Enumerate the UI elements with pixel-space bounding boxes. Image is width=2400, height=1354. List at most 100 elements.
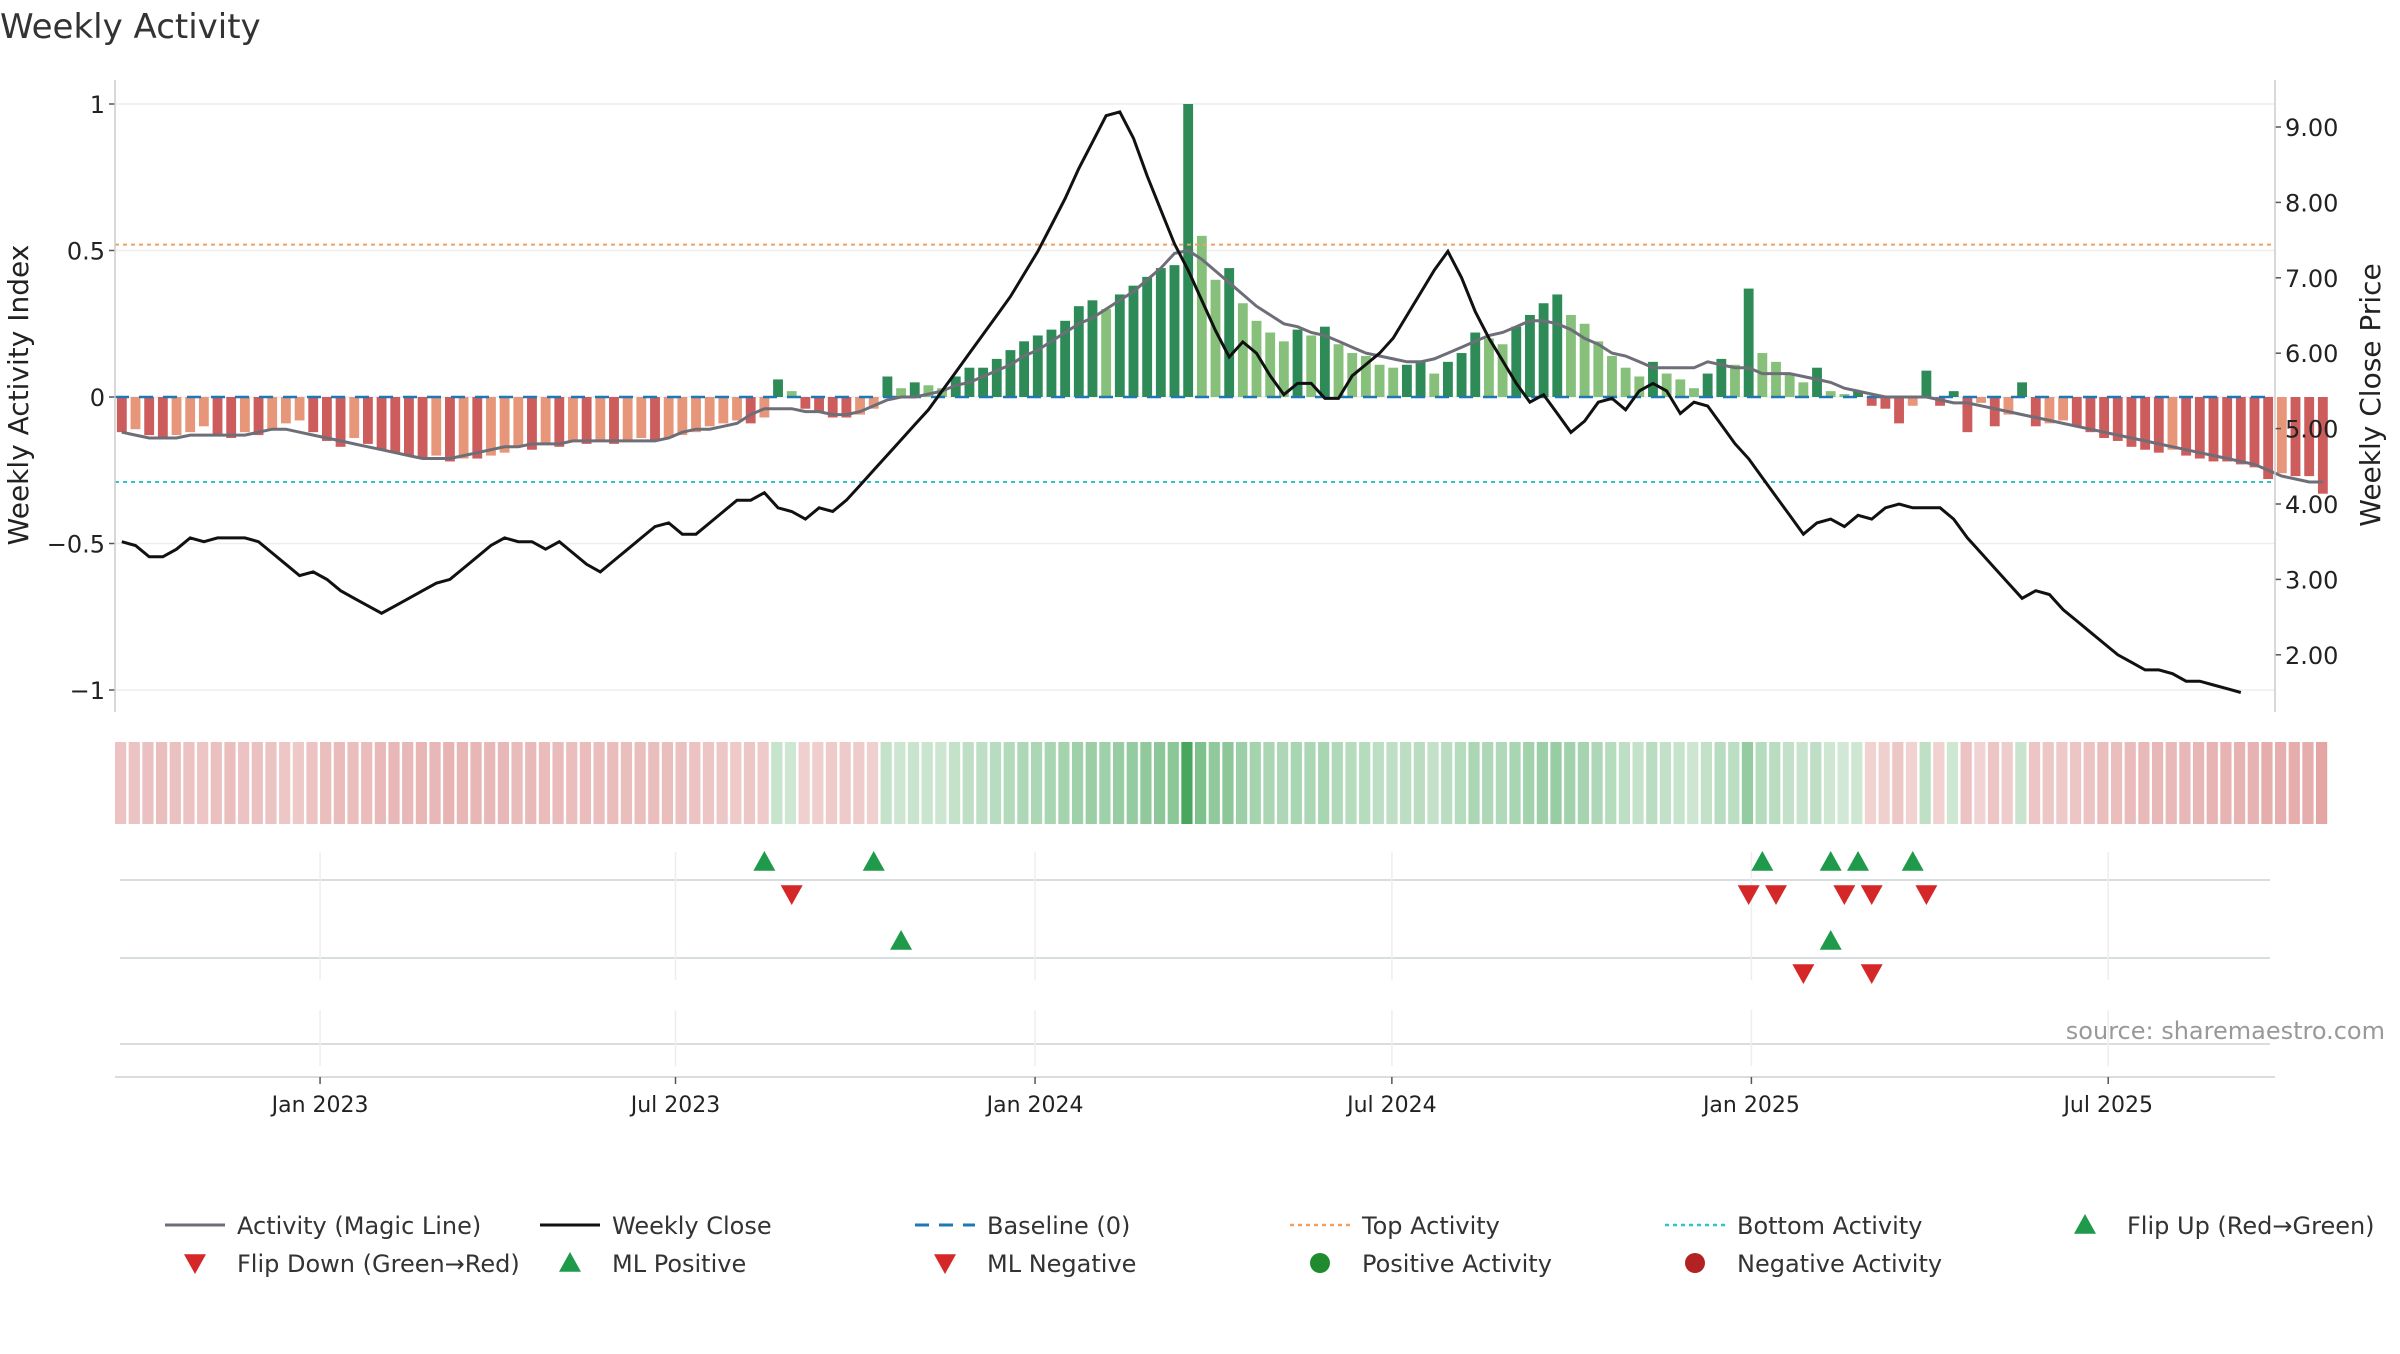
event-markers bbox=[753, 851, 1938, 984]
activity-bar bbox=[868, 397, 879, 409]
activity-bar bbox=[1880, 397, 1891, 409]
activity-bar bbox=[1620, 367, 1631, 397]
heat-cell bbox=[1345, 742, 1357, 824]
heat-cell bbox=[716, 742, 728, 824]
heat-cell bbox=[456, 742, 468, 824]
y-axis-label: Weekly Activity Index bbox=[2, 245, 35, 546]
activity-bar bbox=[1771, 361, 1781, 397]
activity-bar bbox=[1661, 373, 1672, 397]
heat-cell bbox=[880, 742, 892, 824]
legend-label: Negative Activity bbox=[1737, 1250, 1942, 1278]
heat-cell bbox=[1987, 742, 2000, 824]
activity-bar bbox=[1401, 364, 1412, 397]
flip-up-marker bbox=[862, 851, 885, 871]
heat-cell bbox=[2165, 742, 2177, 824]
activity-bar bbox=[1538, 303, 1549, 397]
flip-up-marker bbox=[753, 851, 776, 871]
heat-cell bbox=[320, 742, 332, 824]
activity-bar bbox=[335, 397, 346, 447]
legend-label: Baseline (0) bbox=[987, 1212, 1130, 1240]
activity-bar bbox=[2276, 397, 2287, 474]
heat-cell bbox=[853, 742, 865, 824]
legend-label: Top Activity bbox=[1361, 1212, 1500, 1240]
activity-bar bbox=[1675, 379, 1686, 397]
activity-bar bbox=[991, 358, 1002, 397]
activity-bar bbox=[1060, 320, 1071, 397]
activity-bar bbox=[1525, 314, 1535, 397]
magic-line bbox=[121, 248, 2323, 484]
heat-cell bbox=[2069, 742, 2082, 824]
heat-cell bbox=[2110, 742, 2123, 824]
heat-cell bbox=[1700, 742, 1713, 824]
legend-item: Flip Down (Green→Red) bbox=[184, 1250, 520, 1278]
heat-cell bbox=[1413, 742, 1425, 824]
activity-bar bbox=[622, 397, 633, 441]
heat-cell bbox=[1509, 742, 1521, 824]
activity-bar bbox=[1415, 361, 1426, 397]
activity-bar bbox=[1579, 323, 1590, 397]
heat-cell bbox=[2179, 742, 2191, 824]
heat-cell bbox=[1386, 742, 1398, 824]
activity-bar bbox=[923, 385, 934, 397]
heat-cell bbox=[1099, 742, 1111, 824]
heat-cell bbox=[292, 742, 304, 824]
activity-bar bbox=[2030, 397, 2041, 427]
source-note: source: sharemaestro.com bbox=[2066, 1017, 2385, 1045]
activity-bar bbox=[2263, 397, 2274, 480]
heat-cell bbox=[566, 742, 578, 824]
activity-bar bbox=[527, 397, 537, 450]
heat-cell bbox=[142, 742, 154, 824]
y2-tick-label: 8.00 bbox=[2285, 189, 2338, 217]
legend-label: Weekly Close bbox=[612, 1212, 772, 1240]
heat-cell bbox=[2056, 742, 2068, 824]
activity-bar bbox=[1087, 300, 1098, 397]
heat-cell bbox=[634, 742, 646, 824]
heat-cell bbox=[538, 742, 551, 824]
activity-bar bbox=[1730, 364, 1740, 397]
heat-cell bbox=[2275, 742, 2287, 824]
activity-bar bbox=[1511, 326, 1522, 397]
heat-cell bbox=[1331, 742, 1343, 824]
activity-bar bbox=[116, 397, 127, 433]
heat-cell bbox=[648, 742, 660, 824]
activity-bar bbox=[1634, 376, 1645, 397]
activity-bar bbox=[554, 397, 565, 447]
activity-bar bbox=[1333, 344, 1344, 397]
activity-bar bbox=[855, 397, 865, 415]
ml-positive-marker bbox=[1819, 930, 1842, 950]
activity-bar bbox=[171, 397, 182, 436]
activity-bar bbox=[321, 397, 332, 441]
heat-cell bbox=[1318, 742, 1330, 824]
flip-down-marker bbox=[1737, 885, 1760, 905]
activity-bar bbox=[1046, 329, 1057, 397]
activity-bar bbox=[431, 397, 442, 456]
heat-cell bbox=[1782, 742, 1795, 824]
activity-bar bbox=[1142, 276, 1153, 397]
activity-bar bbox=[1101, 309, 1112, 397]
heat-cell bbox=[921, 742, 933, 824]
activity-bar bbox=[1948, 391, 1959, 397]
heat-cell bbox=[1454, 742, 1466, 824]
heat-cell bbox=[1181, 742, 1193, 824]
activity-bar bbox=[253, 397, 264, 436]
flip-up-marker bbox=[1847, 851, 1870, 871]
legend-item: Bottom Activity bbox=[1665, 1212, 1922, 1240]
heat-cell bbox=[579, 742, 592, 824]
heat-cell bbox=[470, 742, 482, 824]
activity-bar bbox=[2194, 397, 2205, 459]
activity-bar bbox=[390, 397, 401, 453]
heat-cell bbox=[702, 742, 715, 824]
heat-cell bbox=[1441, 742, 1453, 824]
legend-item: Baseline (0) bbox=[915, 1212, 1130, 1240]
heat-cell bbox=[2083, 742, 2095, 824]
activity-bar bbox=[1743, 288, 1754, 397]
activity-bar bbox=[1962, 397, 1973, 433]
activity-bar bbox=[882, 376, 893, 397]
legend: Activity (Magic Line) Weekly Close Baselin… bbox=[165, 1212, 2375, 1278]
activity-bar bbox=[1907, 397, 1918, 406]
heat-cell bbox=[2192, 742, 2205, 824]
heat-cell bbox=[2124, 742, 2136, 824]
heat-cell bbox=[1673, 742, 1685, 824]
heat-cell bbox=[1482, 742, 1494, 824]
heat-cell bbox=[2220, 742, 2232, 824]
